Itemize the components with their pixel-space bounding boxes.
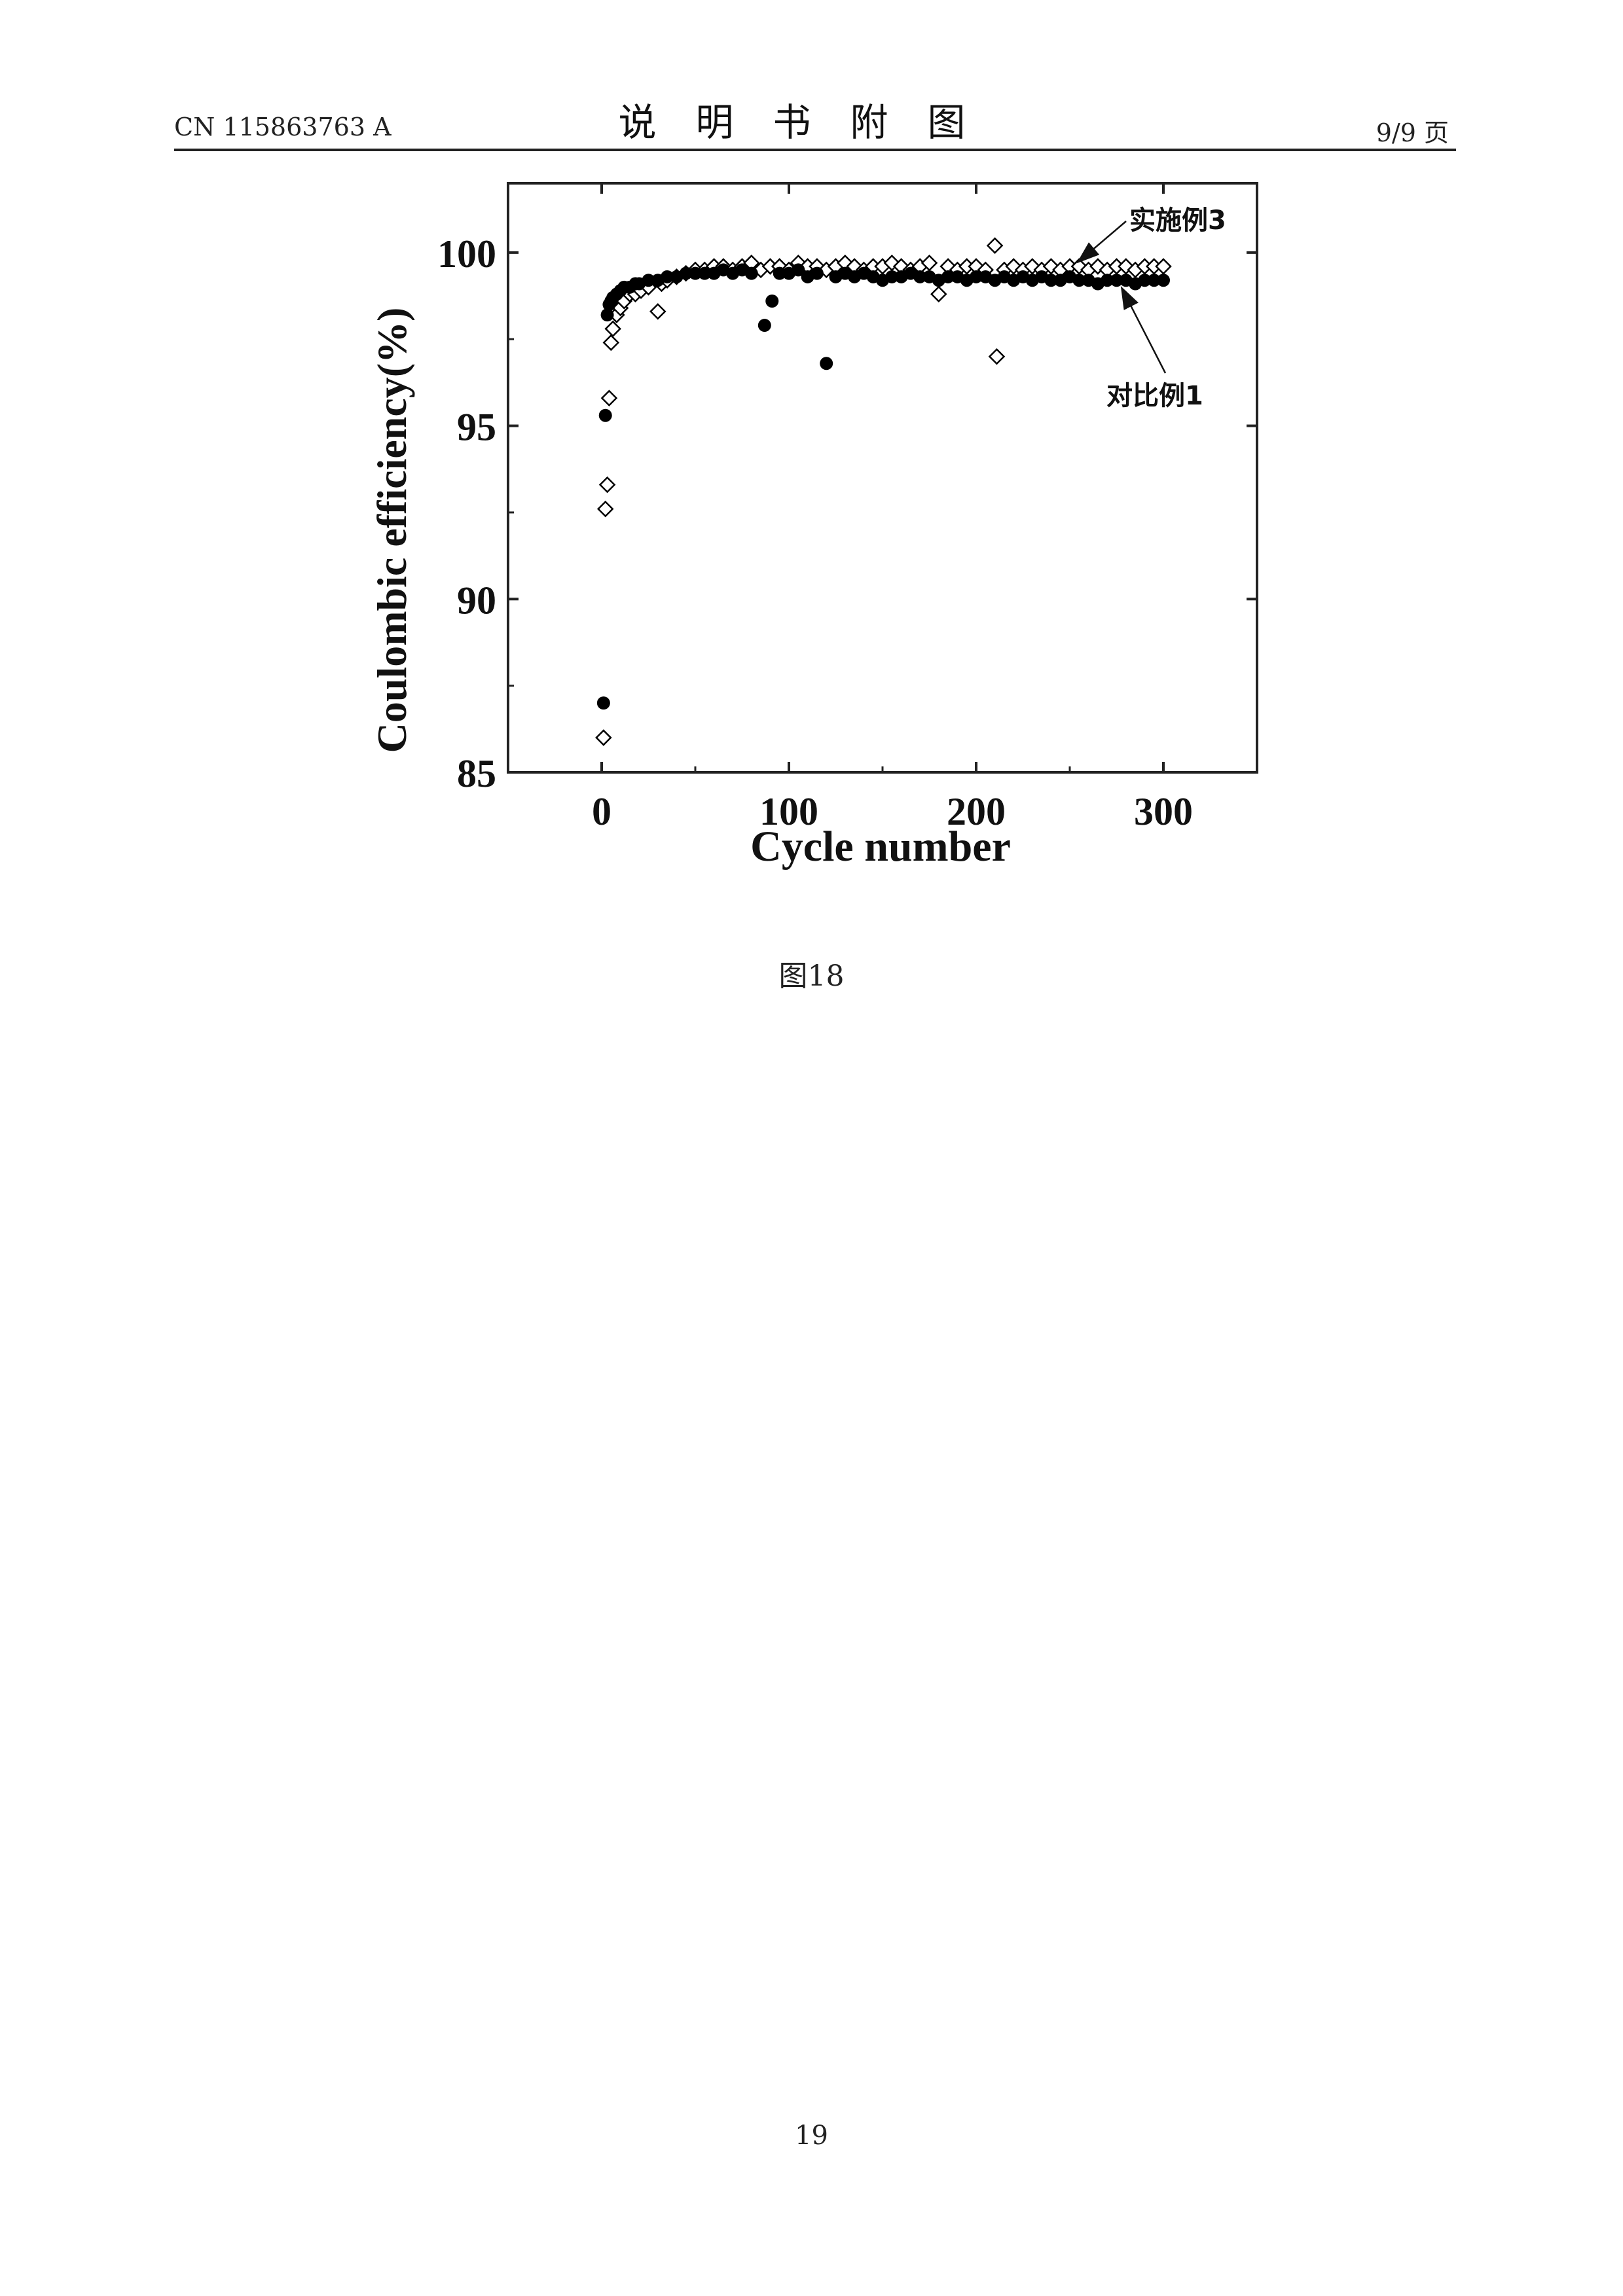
diamond-point [600,389,618,407]
coulombic-efficiency-chart: 0 100 200 300 85 90 95 100 实施例3 对比例1 Cycle numbe… [369,182,1258,870]
page-info: 9/9 页 [1376,118,1449,147]
header-rule [174,149,1456,151]
circle-point [679,266,693,280]
circle-point [970,270,983,283]
figure-caption: 图18 [778,960,845,993]
y-tick-label: 100 [437,232,496,276]
diamond-point [595,729,612,746]
y-tick-label: 95 [457,406,496,449]
annotation-arrow-series-2 [1120,286,1167,374]
y-tick-label: 90 [457,579,496,622]
circle-point [885,270,899,283]
diamond-point [596,500,614,518]
diamond-point [602,334,620,351]
circle-point [1147,274,1161,287]
annotation-label-series-2: 对比例1 [1106,381,1203,411]
annotation-arrow-series-1 [1076,221,1127,264]
circle-point [598,408,612,422]
annotation-label-series-1: 实施例3 [1129,206,1226,236]
circle-point [773,266,786,280]
circle-point [596,696,610,710]
circle-point [757,319,771,332]
diamond-point [649,303,666,320]
circle-point [820,357,833,370]
circle-point [1110,274,1123,287]
annotations: 实施例3 对比例1 [1076,206,1226,411]
diamond-point [1155,258,1172,275]
circle-point [765,295,779,308]
circle-point [698,266,712,280]
diamond-point [930,285,947,303]
diamond-point [598,476,616,493]
x-axis-label: Cycle number [750,823,1011,870]
x-tick-label: 100 [759,790,818,833]
circle-point [744,266,758,280]
circle-point [810,266,824,280]
diamond-point [988,348,1006,365]
x-tick-label: 300 [1134,790,1193,833]
circle-point [689,266,702,280]
diamond-point [604,320,621,338]
diamond-point [986,237,1004,255]
series-2 [596,263,1170,710]
data-points [595,237,1172,746]
y-axis-label: Coulombic efficiency(%) [369,308,415,753]
circle-point [913,270,927,283]
axis-ticks: 0 100 200 300 85 90 95 100 [437,183,1258,833]
circle-point [1072,274,1086,287]
circle-point [1101,274,1114,287]
circle-point [1157,274,1170,287]
x-tick-label: 200 [947,790,1006,833]
circle-point [1044,274,1058,287]
circle-point [941,270,955,283]
circle-point [792,263,805,277]
diamond-point [921,254,938,272]
series-1 [595,237,1172,746]
x-tick-label: 0 [592,790,611,833]
circle-point [642,274,655,287]
circle-point [661,270,674,283]
circle-point [1138,274,1152,287]
page-number: 19 [795,2121,828,2151]
patent-number: CN 115863763 A [174,113,392,141]
circle-point [600,308,614,322]
y-tick-label: 85 [457,752,496,795]
section-title: 说明书附图 [618,100,1005,145]
